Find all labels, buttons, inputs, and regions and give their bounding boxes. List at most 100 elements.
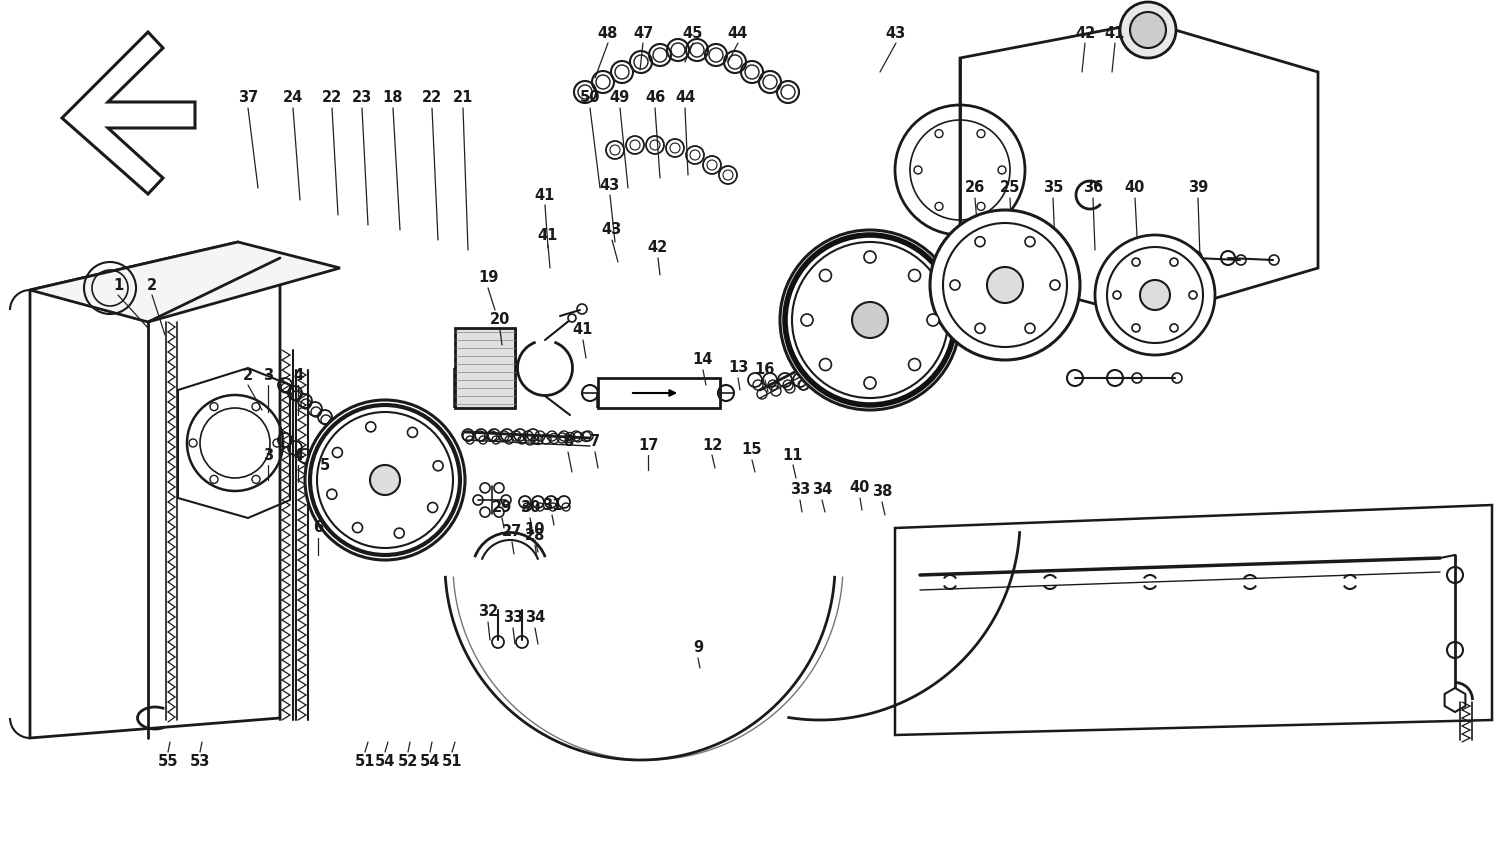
Circle shape: [987, 267, 1023, 303]
Polygon shape: [30, 242, 280, 738]
Text: 40: 40: [850, 481, 870, 496]
Text: 2: 2: [147, 278, 158, 292]
Circle shape: [950, 280, 960, 290]
Circle shape: [930, 210, 1080, 360]
Text: 18: 18: [382, 90, 404, 106]
Circle shape: [433, 461, 442, 471]
Text: 54: 54: [375, 755, 394, 769]
Text: 43: 43: [886, 26, 906, 41]
Text: 28: 28: [525, 527, 544, 543]
Circle shape: [819, 359, 831, 371]
Text: 34: 34: [812, 482, 832, 498]
Text: 12: 12: [702, 437, 721, 452]
Circle shape: [852, 302, 888, 338]
Text: 17: 17: [638, 437, 658, 452]
Text: 55: 55: [158, 755, 178, 769]
Text: 51: 51: [441, 755, 462, 769]
Text: 29: 29: [492, 500, 512, 515]
Circle shape: [327, 489, 338, 499]
Circle shape: [370, 465, 400, 495]
Text: 9: 9: [693, 641, 703, 655]
Text: 4: 4: [292, 447, 303, 463]
Circle shape: [1170, 258, 1178, 266]
Text: 6: 6: [314, 521, 322, 536]
Circle shape: [1190, 291, 1197, 299]
Circle shape: [1050, 280, 1060, 290]
Text: 35: 35: [1042, 181, 1064, 195]
Polygon shape: [598, 378, 720, 408]
Circle shape: [333, 447, 342, 458]
Text: 5: 5: [320, 458, 330, 473]
Circle shape: [1140, 280, 1170, 310]
Circle shape: [568, 314, 576, 322]
Circle shape: [892, 315, 903, 325]
Text: 13: 13: [728, 360, 748, 376]
Circle shape: [780, 230, 960, 410]
Circle shape: [909, 359, 921, 371]
Text: 53: 53: [190, 755, 210, 769]
Circle shape: [819, 269, 831, 281]
Text: 43: 43: [602, 222, 622, 238]
Text: 3: 3: [262, 447, 273, 463]
Text: 47: 47: [633, 26, 652, 41]
Text: 42: 42: [648, 240, 668, 256]
Text: 3: 3: [262, 367, 273, 383]
Circle shape: [1120, 2, 1176, 58]
Circle shape: [837, 315, 848, 325]
Circle shape: [975, 237, 986, 247]
Text: 27: 27: [503, 525, 522, 539]
Circle shape: [408, 428, 417, 437]
Circle shape: [304, 400, 465, 560]
Text: 26: 26: [964, 181, 986, 195]
Circle shape: [927, 314, 939, 326]
Text: 52: 52: [398, 755, 418, 769]
Text: 31: 31: [542, 498, 562, 513]
Text: 22: 22: [322, 90, 342, 106]
Text: 45: 45: [682, 26, 703, 41]
Text: 8: 8: [562, 435, 573, 450]
Text: 11: 11: [783, 447, 804, 463]
Text: 21: 21: [453, 90, 472, 106]
Text: 41: 41: [1106, 26, 1125, 41]
Circle shape: [1024, 323, 1035, 333]
Circle shape: [864, 377, 876, 389]
Text: 43: 43: [600, 177, 619, 193]
Text: 23: 23: [352, 90, 372, 106]
Text: 33: 33: [503, 611, 524, 625]
Text: 48: 48: [598, 26, 618, 41]
Circle shape: [427, 503, 438, 513]
Text: 49: 49: [610, 90, 630, 106]
Text: 41: 41: [573, 323, 592, 337]
Text: 37: 37: [238, 90, 258, 106]
Circle shape: [865, 343, 874, 353]
Polygon shape: [960, 22, 1318, 318]
Text: 36: 36: [1083, 181, 1102, 195]
Text: 30: 30: [520, 500, 540, 515]
Text: 46: 46: [645, 90, 664, 106]
Circle shape: [909, 269, 921, 281]
Text: 22: 22: [422, 90, 442, 106]
Circle shape: [864, 251, 876, 263]
Text: 10: 10: [525, 522, 546, 538]
Text: 54: 54: [420, 755, 440, 769]
Circle shape: [366, 422, 376, 432]
Text: 44: 44: [675, 90, 694, 106]
Circle shape: [394, 528, 404, 538]
Text: 38: 38: [871, 485, 892, 499]
Circle shape: [1170, 324, 1178, 332]
Polygon shape: [62, 32, 195, 194]
Circle shape: [1113, 291, 1120, 299]
Circle shape: [1132, 258, 1140, 266]
Polygon shape: [30, 242, 340, 322]
Circle shape: [865, 287, 874, 297]
Text: 20: 20: [490, 313, 510, 327]
Text: 2: 2: [243, 367, 254, 383]
Circle shape: [975, 323, 986, 333]
Text: 51: 51: [354, 755, 375, 769]
Text: 1: 1: [112, 278, 123, 292]
Polygon shape: [1444, 688, 1466, 712]
Text: 44: 44: [728, 26, 748, 41]
Text: 39: 39: [1188, 181, 1208, 195]
Circle shape: [1095, 235, 1215, 355]
Circle shape: [352, 522, 363, 532]
